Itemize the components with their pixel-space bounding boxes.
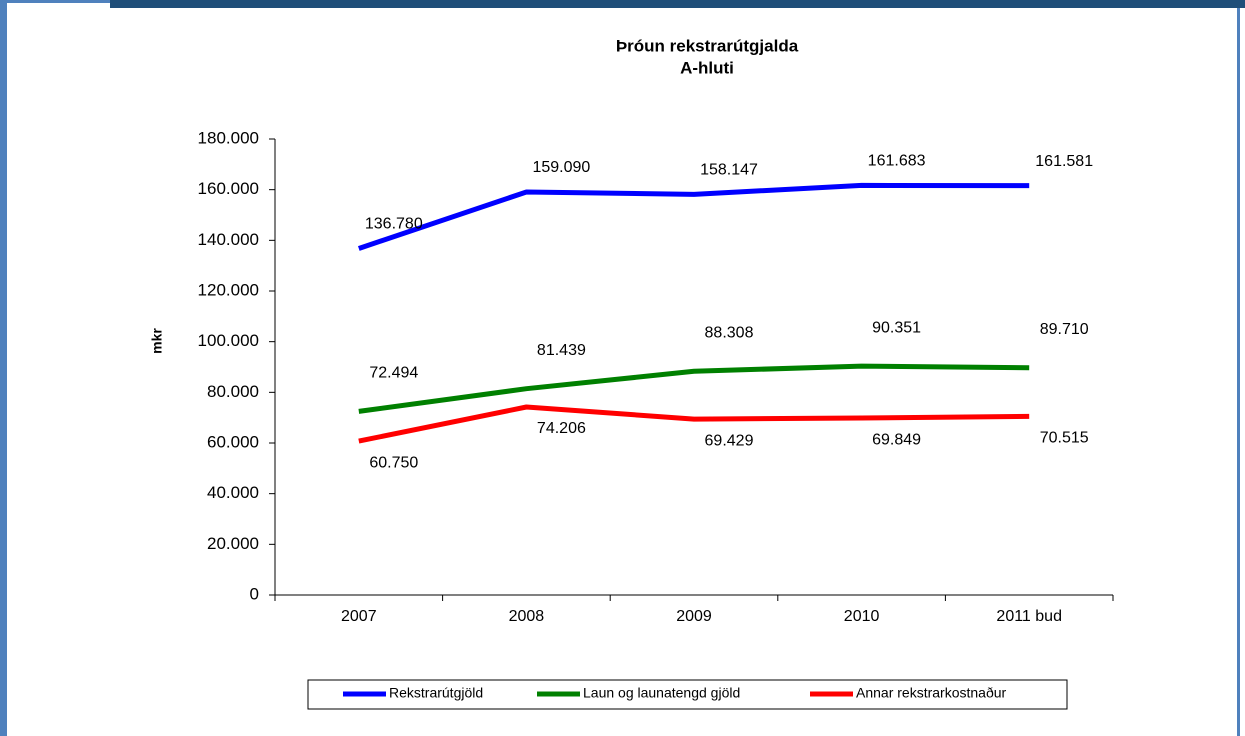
y-tick-label: 100.000 <box>198 331 259 350</box>
x-tick-label: 2011 bud <box>996 608 1062 625</box>
legend-label: Annar rekstrarkostnaður <box>856 685 1007 701</box>
series-line <box>358 182 1030 251</box>
frame-right <box>1237 8 1240 736</box>
data-label: 69.849 <box>872 431 921 448</box>
y-tick-label: 160.000 <box>198 179 259 198</box>
series-line <box>358 363 1030 414</box>
legend-box <box>307 679 1068 710</box>
data-label: 69.429 <box>705 432 754 449</box>
x-tick-label: 2007 <box>341 608 377 625</box>
data-label: 136.780 <box>365 216 423 233</box>
y-tick-label: 40.000 <box>207 483 259 502</box>
data-label: 88.308 <box>705 325 754 342</box>
chart-title: Þróun rekstrarútgjalda <box>616 36 799 55</box>
data-label: 161.683 <box>868 153 926 170</box>
data-label: 89.710 <box>1040 321 1089 338</box>
y-tick-label: 120.000 <box>198 280 259 299</box>
data-label: 70.515 <box>1040 430 1089 447</box>
y-tick-label: 80.000 <box>207 382 259 401</box>
y-tick-label: 20.000 <box>207 534 259 553</box>
data-label: 90.351 <box>872 319 921 336</box>
legend-label: Laun og launatengd gjöld <box>583 685 740 701</box>
frame-top-left <box>0 0 110 3</box>
frame-left <box>0 0 7 736</box>
chart-subtitle: A-hluti <box>680 58 734 77</box>
frame-top <box>110 0 1245 8</box>
data-label: 158.147 <box>700 162 758 179</box>
y-axis-label: mkr <box>149 328 165 354</box>
y-tick-label: 140.000 <box>198 230 259 249</box>
series-line <box>358 404 1030 444</box>
data-label: 161.581 <box>1035 153 1093 170</box>
x-tick-label: 2008 <box>509 608 545 625</box>
data-label: 60.750 <box>369 454 418 471</box>
data-label: 159.090 <box>532 159 590 176</box>
x-tick-label: 2010 <box>844 608 880 625</box>
y-tick-label: 60.000 <box>207 432 259 451</box>
y-tick-label: 180.000 <box>198 128 259 147</box>
data-label: 81.439 <box>537 342 586 359</box>
data-label: 72.494 <box>369 365 418 382</box>
data-label: 74.206 <box>537 420 586 437</box>
legend-label: Rekstrarútgjöld <box>389 685 483 701</box>
x-tick-label: 2009 <box>676 608 712 625</box>
y-tick-label: 0 <box>250 584 259 603</box>
